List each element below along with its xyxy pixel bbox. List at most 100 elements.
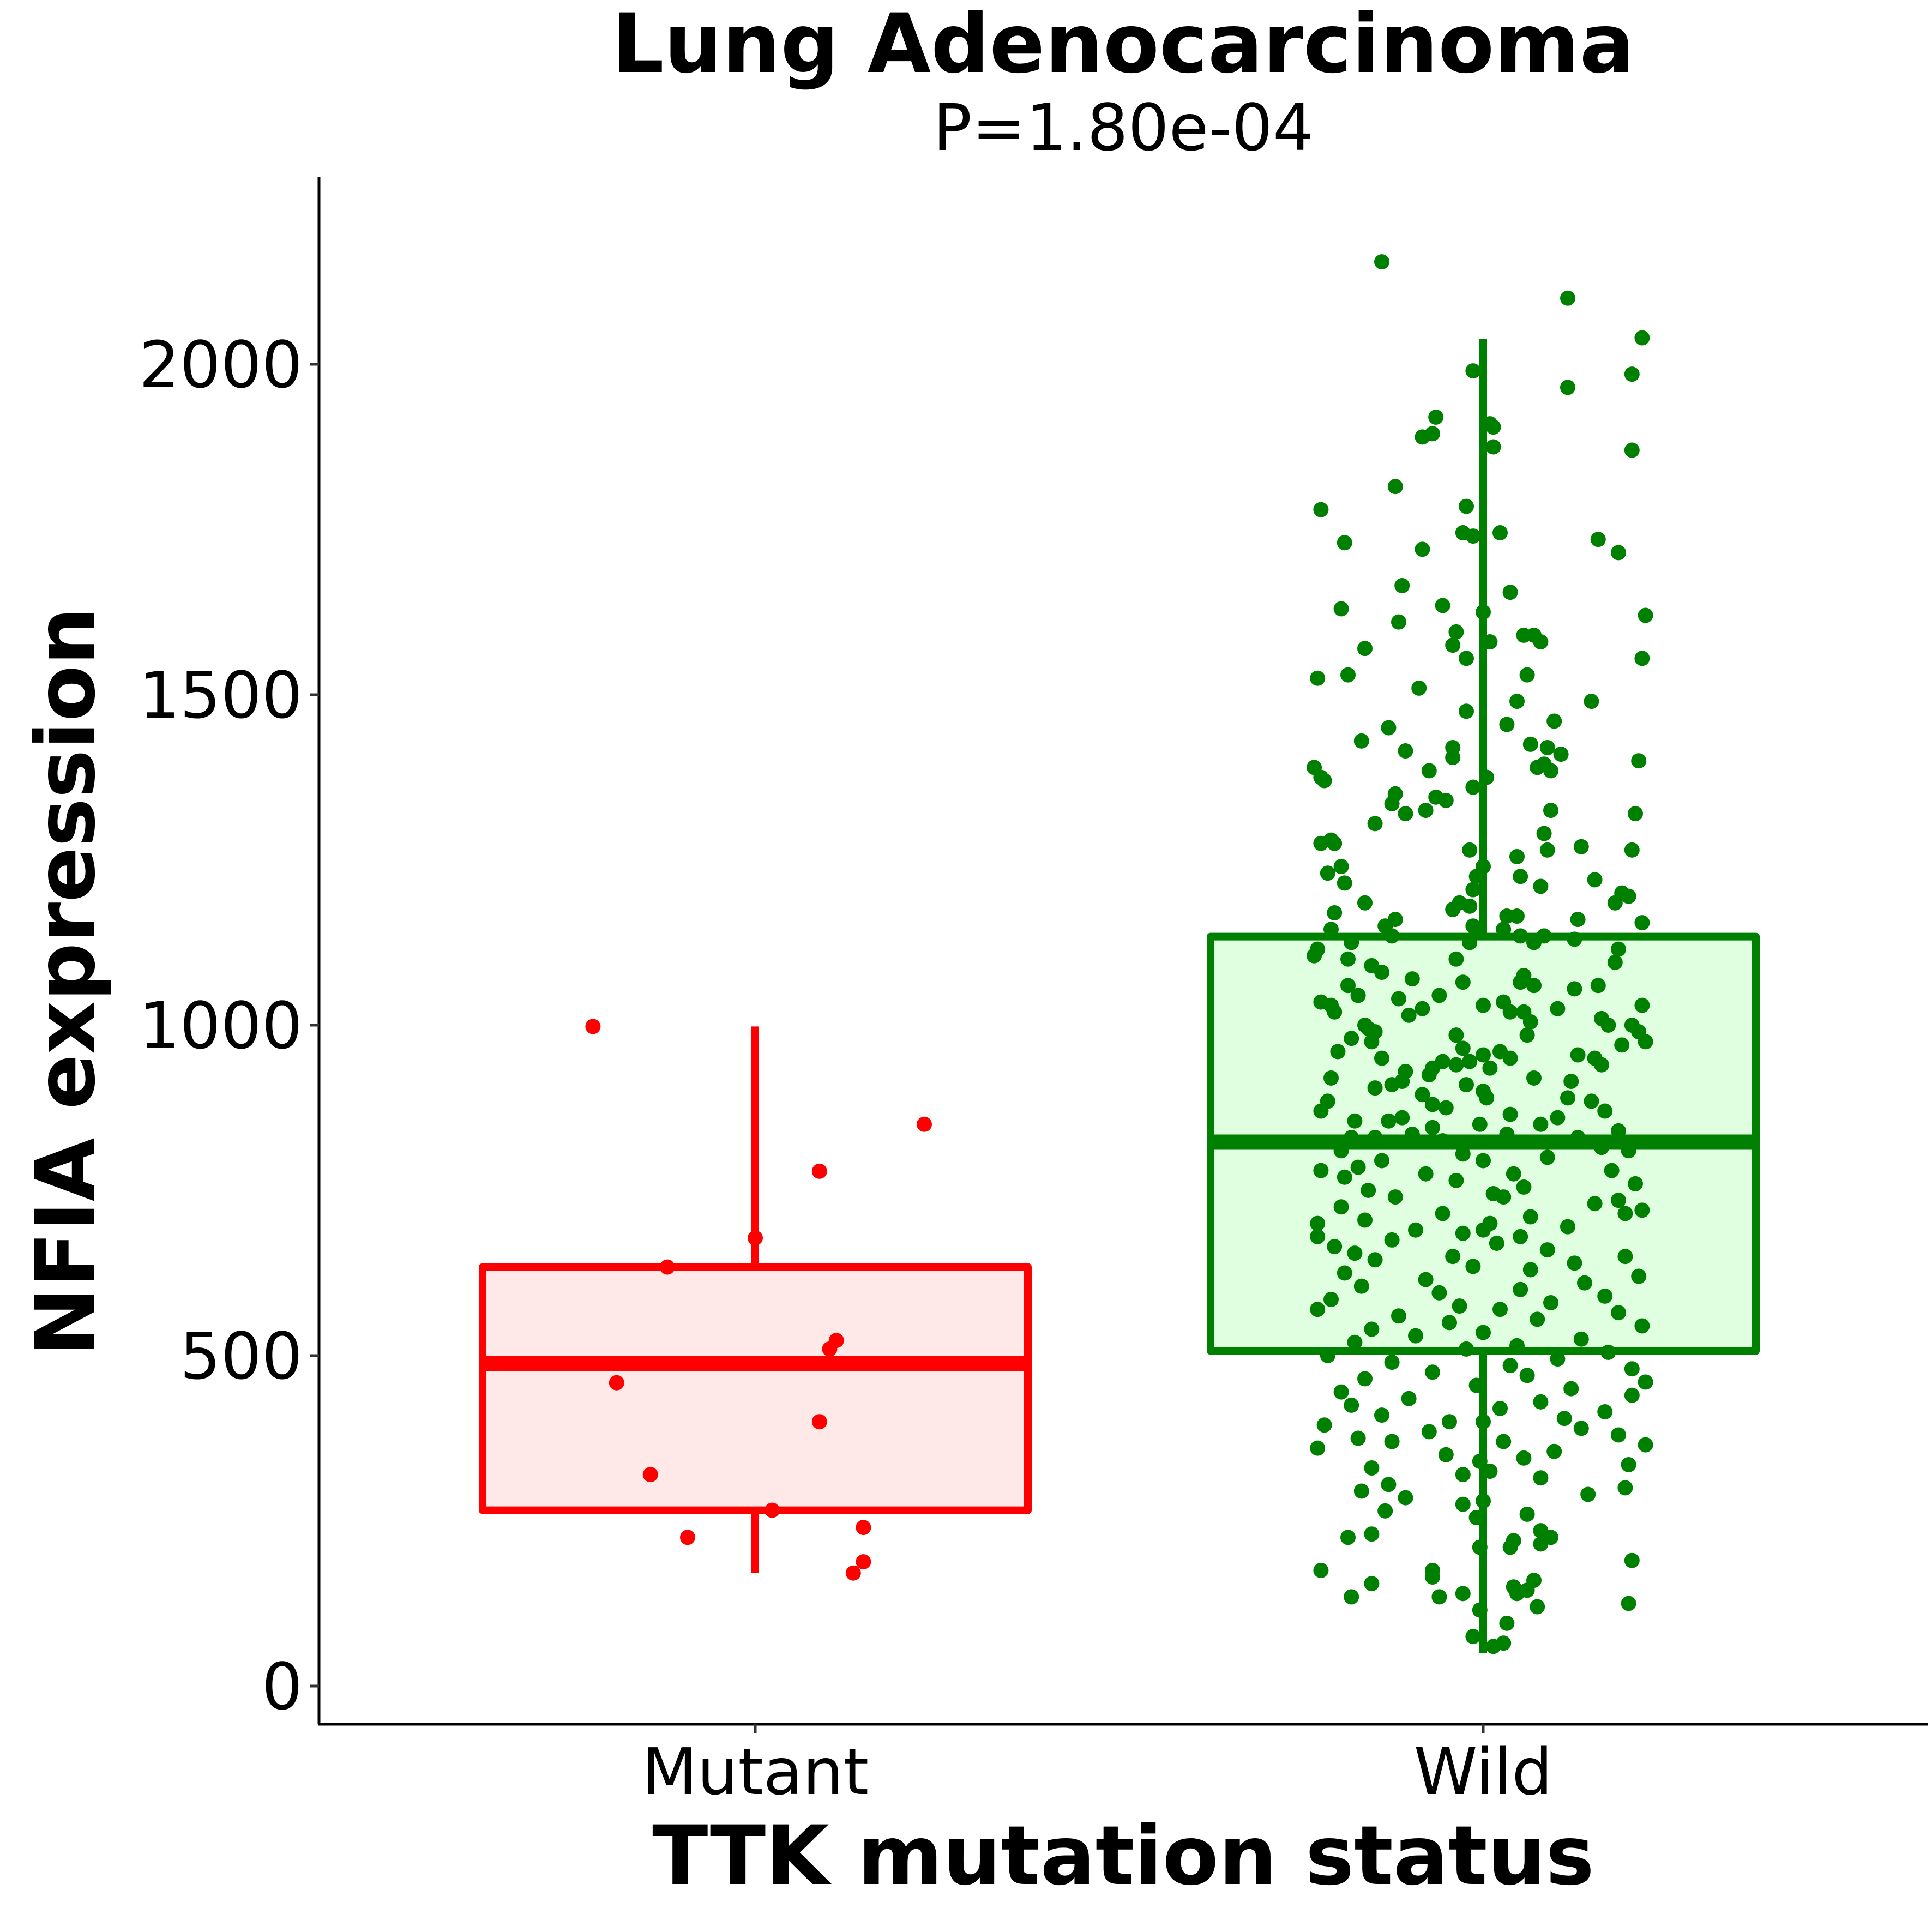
data-point xyxy=(1489,1235,1504,1251)
data-point xyxy=(1374,1407,1389,1423)
data-point xyxy=(1485,439,1501,455)
data-point xyxy=(1384,796,1400,811)
data-point xyxy=(1344,935,1359,950)
data-point xyxy=(1472,1116,1488,1132)
data-point xyxy=(1482,1464,1498,1479)
data-point xyxy=(1502,1539,1518,1555)
data-point xyxy=(1415,541,1430,557)
data-point xyxy=(1482,1060,1498,1076)
data-point xyxy=(1353,1278,1369,1294)
data-point xyxy=(1567,931,1582,947)
data-point xyxy=(1628,1176,1643,1191)
data-point xyxy=(1539,1242,1555,1258)
data-point xyxy=(1337,1169,1352,1185)
data-point xyxy=(1502,1050,1518,1066)
data-point xyxy=(1415,1087,1430,1103)
data-point xyxy=(1519,667,1535,683)
data-point xyxy=(1391,1308,1406,1324)
data-point xyxy=(1313,835,1329,851)
data-point xyxy=(1526,1070,1542,1086)
data-point xyxy=(1452,1298,1467,1314)
data-point xyxy=(1404,971,1420,987)
data-point xyxy=(1499,717,1515,732)
x-tick-label-mutant: Mutant xyxy=(642,1734,869,1809)
data-point xyxy=(1316,773,1332,789)
data-point xyxy=(1584,1093,1599,1109)
data-point xyxy=(1425,1097,1440,1112)
data-point xyxy=(1543,1295,1558,1311)
chart-subtitle-pvalue: P=1.80e-04 xyxy=(933,90,1314,165)
data-point xyxy=(1533,1536,1549,1552)
data-point xyxy=(585,1019,601,1034)
data-point xyxy=(1337,875,1352,891)
data-point xyxy=(1607,954,1623,970)
data-point xyxy=(1485,419,1501,435)
data-point xyxy=(1509,694,1525,709)
data-point xyxy=(1316,1417,1332,1433)
data-point xyxy=(1533,878,1549,894)
data-point xyxy=(1384,1434,1400,1449)
data-point xyxy=(1611,1305,1626,1321)
data-point xyxy=(1533,634,1549,650)
data-point xyxy=(1431,1589,1447,1605)
data-point xyxy=(1421,763,1437,779)
data-point xyxy=(1347,1334,1363,1350)
data-point xyxy=(1543,763,1558,779)
data-point xyxy=(1344,1397,1359,1413)
data-point xyxy=(1381,1477,1397,1492)
data-point xyxy=(1398,806,1413,822)
data-point xyxy=(1485,1639,1501,1654)
data-point xyxy=(1533,1470,1549,1486)
data-point xyxy=(1364,1526,1380,1542)
data-point xyxy=(1448,624,1464,640)
data-point xyxy=(1455,1146,1471,1162)
data-point xyxy=(1476,1153,1491,1169)
data-point xyxy=(811,1414,827,1430)
data-point xyxy=(1611,1427,1626,1443)
data-point xyxy=(1361,1183,1376,1198)
data-point xyxy=(659,1259,675,1275)
data-point xyxy=(1638,1034,1653,1050)
x-axis-title: TTK mutation status xyxy=(652,1809,1594,1904)
data-point xyxy=(1448,951,1464,967)
data-point xyxy=(1462,842,1478,858)
data-point xyxy=(1502,1004,1518,1020)
y-tick-label: 0 xyxy=(262,1649,303,1724)
data-point xyxy=(1408,1328,1423,1344)
data-point xyxy=(1330,1044,1346,1060)
data-point xyxy=(1455,1496,1471,1512)
data-point xyxy=(1391,991,1406,1007)
data-point xyxy=(1560,1219,1575,1235)
data-point xyxy=(1638,1437,1653,1453)
data-point xyxy=(1570,1047,1586,1063)
data-point xyxy=(1415,1001,1430,1016)
data-point xyxy=(1472,1539,1488,1555)
data-point xyxy=(1465,1259,1481,1274)
data-point xyxy=(1327,1004,1343,1020)
y-tick-label: 2000 xyxy=(139,327,303,402)
data-point xyxy=(1533,1116,1549,1132)
data-point xyxy=(1506,1166,1521,1182)
data-point xyxy=(1340,978,1356,994)
data-point xyxy=(1310,1302,1326,1317)
data-point xyxy=(1421,1067,1437,1082)
data-point xyxy=(1313,1562,1329,1578)
y-axis-ticks: 0 500 1000 1500 2000 xyxy=(139,327,319,1724)
data-point xyxy=(1590,532,1606,547)
data-point xyxy=(1353,733,1369,749)
data-point xyxy=(1522,1209,1538,1225)
data-point xyxy=(1333,859,1349,875)
data-point xyxy=(1502,585,1518,600)
data-point xyxy=(1340,951,1356,967)
chart-title: Lung Adenocarcinoma xyxy=(612,0,1635,92)
data-point xyxy=(1634,997,1650,1013)
data-point xyxy=(1333,1384,1349,1400)
data-point xyxy=(1367,816,1383,832)
data-point xyxy=(1539,1149,1555,1165)
data-point xyxy=(1530,760,1545,775)
data-point xyxy=(1384,1232,1400,1248)
data-point xyxy=(1320,865,1335,881)
data-point xyxy=(1421,1424,1437,1440)
data-point xyxy=(609,1375,624,1391)
